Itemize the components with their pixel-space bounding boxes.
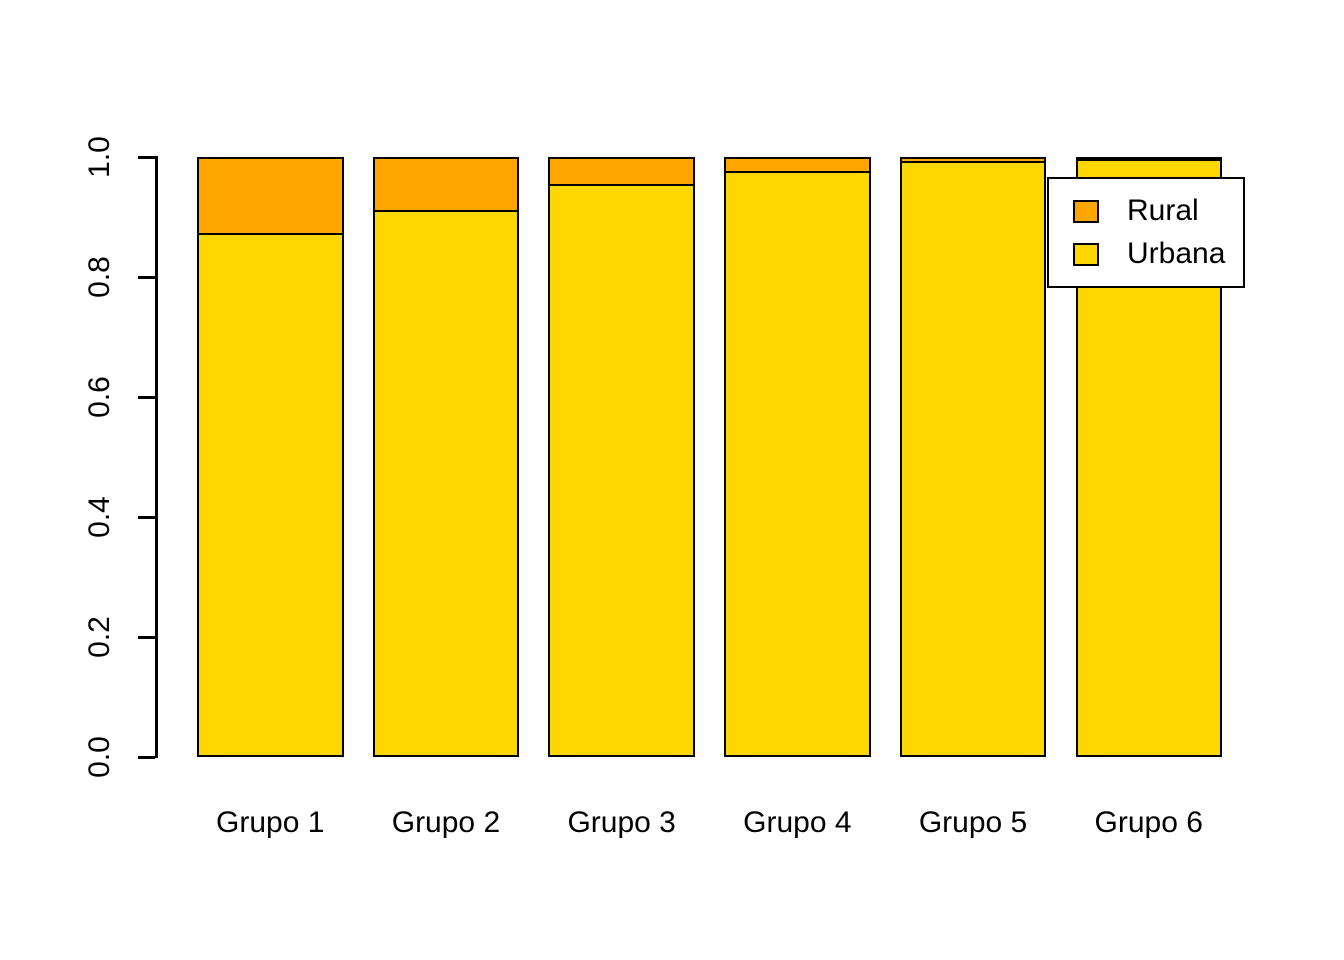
- legend-label: Urbana: [1127, 237, 1226, 270]
- y-axis-tick-label: 0.6: [83, 376, 116, 418]
- y-axis-tick-label: 0.8: [83, 256, 116, 298]
- bar-segment-rural: [726, 159, 869, 171]
- bar-segment-rural: [199, 159, 342, 233]
- legend: Rural Urbana: [1047, 177, 1245, 288]
- bar-grupo-5: [899, 157, 1047, 757]
- x-axis-category-label: Grupo 6: [1094, 806, 1203, 839]
- x-axis-category-label: Grupo 1: [216, 806, 325, 839]
- bar-segment-urbana: [901, 161, 1045, 755]
- bar-segment-rural: [901, 159, 1045, 162]
- x-axis-category-label: Grupo 5: [918, 806, 1028, 839]
- bar-grupo-4: [724, 157, 871, 757]
- y-axis-tick-label: 0.4: [83, 496, 116, 538]
- bar-segment-urbana: [374, 209, 518, 755]
- y-axis-tick: [138, 395, 155, 399]
- bar-grupo-2: [372, 157, 520, 757]
- legend-swatch-urbana: [1073, 242, 1099, 266]
- y-axis-tick: [138, 275, 155, 279]
- bar-segment-rural: [374, 159, 518, 210]
- y-axis-tick-label: 1.0: [83, 136, 116, 178]
- legend-label: Rural: [1127, 194, 1199, 227]
- y-axis-line: [155, 156, 158, 758]
- y-axis-tick-label: 0.2: [83, 616, 116, 658]
- y-axis-tick: [138, 155, 155, 159]
- y-axis-tick: [138, 515, 155, 519]
- legend-item-urbana: Urbana: [1073, 239, 1243, 269]
- y-axis-tick-label: 0.0: [83, 736, 116, 778]
- x-axis-category-label: Grupo 2: [391, 806, 501, 839]
- bar-segment-urbana: [726, 170, 869, 755]
- y-axis-tick: [138, 635, 155, 639]
- x-axis-category-label: Grupo 3: [567, 806, 676, 839]
- legend-item-rural: Rural: [1073, 196, 1243, 226]
- legend-swatch-rural: [1073, 199, 1099, 223]
- y-axis-tick: [138, 755, 155, 759]
- bar-segment-urbana: [199, 232, 342, 755]
- x-axis-category-label: Grupo 4: [743, 806, 852, 839]
- bar-grupo-3: [548, 157, 695, 757]
- bar-grupo-1: [197, 157, 344, 757]
- bar-segment-urbana: [550, 183, 693, 755]
- bar-segment-rural: [550, 159, 693, 184]
